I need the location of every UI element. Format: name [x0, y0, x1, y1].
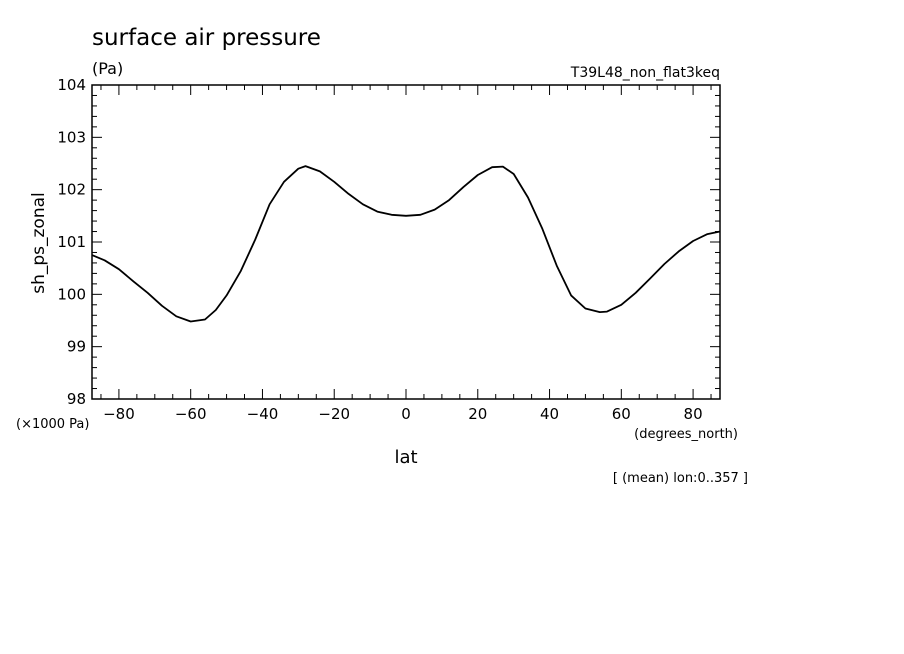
y-tick-label: 104	[57, 76, 86, 94]
plot-frame	[91, 84, 721, 400]
x-tick-label: −60	[175, 405, 207, 423]
x-tick-label: 60	[612, 405, 631, 423]
experiment-label: T39L48_non_flat3keq	[570, 65, 720, 81]
x-tick-label: 0	[401, 405, 411, 423]
x-axis-label: lat	[394, 447, 417, 468]
x-tick-label: 20	[468, 405, 487, 423]
x-tick-label: 80	[684, 405, 703, 423]
y-tick-label: 101	[57, 233, 86, 251]
y-tick-label: 98	[67, 390, 86, 408]
x-tick-label: −20	[318, 405, 350, 423]
chart-title: surface air pressure	[92, 25, 321, 51]
footnote: [ (mean) lon:0..357 ]	[613, 471, 748, 486]
y-tick-labels: 98 99 100 101 102 103 104	[57, 76, 86, 408]
y-scale-note: (×1000 Pa)	[16, 417, 89, 432]
y-tick-label: 100	[57, 285, 86, 303]
y-tick-label: 99	[67, 338, 86, 356]
unit-label: (Pa)	[92, 59, 123, 78]
x-tick-label: −40	[247, 405, 279, 423]
x-tick-label: −80	[103, 405, 135, 423]
y-tick-label: 103	[57, 128, 86, 146]
y-tick-label: 102	[57, 181, 86, 199]
x-tick-labels: −80 −60 −40 −20 0 20 40 60 80	[103, 405, 703, 423]
x-tick-label: 40	[540, 405, 559, 423]
y-axis-label: sh_ps_zonal	[29, 192, 49, 294]
plot-area: −80 −60 −40 −20 0 20 40 60 80 98 99 100 101 102 103 10…	[57, 76, 721, 423]
axis-ticks	[92, 84, 720, 400]
x-unit-note: (degrees_north)	[634, 427, 738, 442]
series-line	[91, 165, 721, 323]
